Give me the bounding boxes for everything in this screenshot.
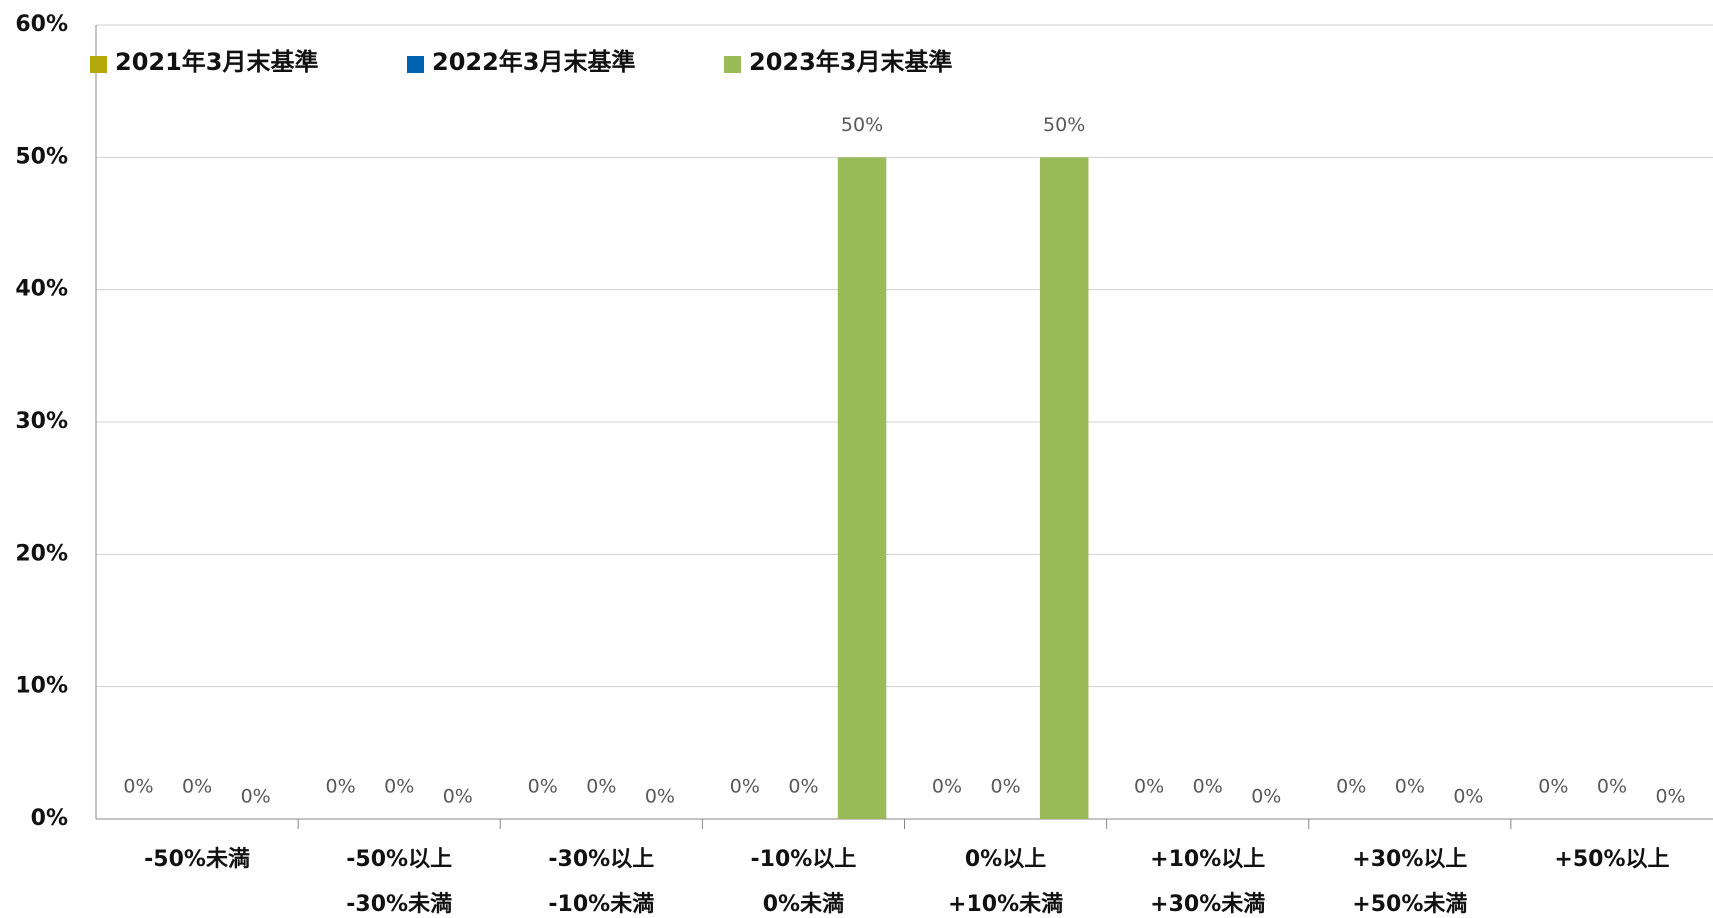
y-tick-label: 20% [15,541,68,566]
value-label: 50% [1043,114,1085,136]
value-label: 0% [325,776,355,798]
x-tick-label: +30%未満 [1150,891,1265,917]
legend-label: 2021年3月末基準 [115,48,319,76]
value-label: 0% [990,776,1020,798]
x-tick-label: 0%以上 [965,847,1046,872]
value-label: 0% [1134,776,1164,798]
x-tick-label: +10%以上 [1150,847,1265,872]
value-label: 0% [932,776,962,798]
value-label: 0% [645,786,675,808]
x-tick-label: -30%以上 [548,847,654,872]
y-tick-label: 0% [31,806,68,831]
y-tick-label: 10% [15,674,68,699]
x-tick-label: +30%以上 [1352,847,1467,872]
value-label: 0% [528,776,558,798]
legend-label: 2023年3月末基準 [749,48,953,76]
value-label: 0% [1336,776,1366,798]
y-tick-label: 60% [15,12,68,37]
value-label: 0% [1251,786,1281,808]
value-label: 50% [841,114,883,136]
x-tick-label: +10%未満 [948,891,1063,917]
value-label: 0% [586,776,616,798]
bar [837,157,887,820]
x-tick-label: -50%以上 [346,847,452,872]
value-label: 0% [1538,776,1568,798]
legend-swatch [724,56,741,73]
bar [1039,157,1089,820]
y-tick-label: 40% [15,277,68,302]
value-label: 0% [241,786,271,808]
value-label: 0% [384,776,414,798]
value-label: 0% [182,776,212,798]
x-tick-label: -10%未満 [548,891,654,917]
x-tick-label: -30%未満 [346,891,452,917]
value-label: 0% [1395,776,1425,798]
legend-swatch [407,56,424,73]
value-label: 0% [1655,786,1685,808]
x-tick-label: +50%以上 [1554,847,1669,872]
value-label: 0% [443,786,473,808]
y-tick-label: 30% [15,409,68,434]
legend-label: 2022年3月末基準 [432,48,636,76]
x-tick-label: +50%未満 [1352,891,1467,917]
x-tick-label: -50%未満 [144,846,250,872]
value-label: 0% [788,776,818,798]
value-label: 0% [730,776,760,798]
x-tick-label: 0%未満 [763,891,844,917]
value-label: 0% [1193,776,1223,798]
x-tick-label: -10%以上 [751,847,857,872]
value-label: 0% [123,776,153,798]
value-label: 0% [1453,786,1483,808]
legend-swatch [90,56,107,73]
value-label: 0% [1597,776,1627,798]
y-tick-label: 50% [15,144,68,169]
